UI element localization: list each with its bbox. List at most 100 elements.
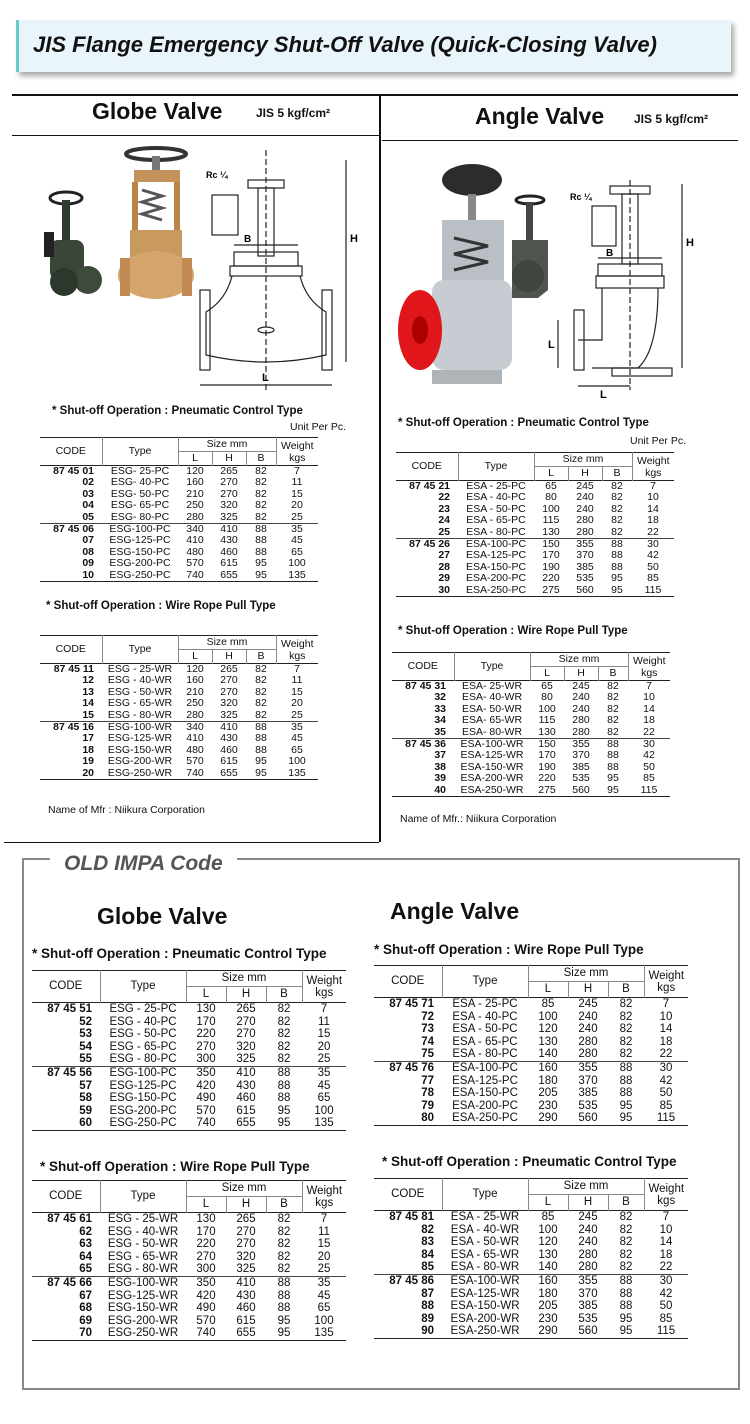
header-cell: B bbox=[265, 986, 302, 1003]
code-cell: 37 bbox=[434, 749, 446, 762]
value-cell: 280 bbox=[578, 1048, 598, 1061]
code-cell: 79 bbox=[421, 1099, 434, 1112]
value-cell: 82 bbox=[619, 1223, 633, 1236]
code-cell: 14 bbox=[82, 697, 94, 710]
table-row: 87 45 66 ESG-100-WR 350 410 88 35 bbox=[32, 1275, 346, 1290]
header-row: CODE Type Size mm Weight kgs bbox=[32, 1180, 346, 1213]
value-cell: 370 bbox=[578, 1287, 598, 1300]
code-cell: 23 bbox=[438, 502, 450, 515]
table-row: 07 ESG-125-PC 410 430 88 45 bbox=[40, 535, 318, 547]
code-cell: 87 45 16 bbox=[40, 721, 102, 734]
value-cell: 42 bbox=[643, 749, 655, 762]
table-row: 04 ESG- 65-PC 250 320 82 20 bbox=[40, 499, 318, 511]
table-row: 35 ESA- 80-WR 130 280 82 22 bbox=[392, 725, 670, 739]
type-cell: ESA-150-PC bbox=[465, 560, 527, 573]
table-row: 87 45 01 ESG- 25-PC 120 265 82 7 bbox=[40, 465, 318, 478]
value-cell: 430 bbox=[220, 732, 238, 745]
type-cell: ESA-250-WR bbox=[450, 1325, 520, 1338]
value-cell: 88 bbox=[266, 1275, 302, 1290]
value-cell: 82 bbox=[277, 1250, 291, 1263]
type-cell: ESG-100-WR bbox=[102, 721, 178, 734]
header-row: CODE Type Size mm Weight kgs bbox=[392, 652, 670, 681]
value-cell: 82 bbox=[619, 1236, 633, 1249]
table-row: 22 ESA - 40-PC 80 240 82 10 bbox=[396, 491, 674, 504]
value-cell: 14 bbox=[643, 702, 655, 715]
value-cell: 88 bbox=[608, 1060, 644, 1075]
value-cell: 82 bbox=[619, 1023, 633, 1036]
value-cell: 82 bbox=[255, 708, 267, 721]
value-cell: 82 bbox=[277, 1053, 291, 1066]
table-row: 17 ESG-125-WR 410 430 88 45 bbox=[40, 732, 318, 745]
value-cell: 535 bbox=[576, 572, 594, 585]
value-cell: 560 bbox=[576, 583, 594, 596]
code-cell: 77 bbox=[421, 1074, 434, 1087]
header-cell: Weight kgs bbox=[301, 1180, 346, 1213]
table-row: 05 ESG- 80-PC 280 325 82 25 bbox=[40, 511, 318, 524]
type-cell: ESG - 50-WR bbox=[107, 685, 173, 698]
table-row: 87 45 86 ESA-100-WR 160 355 88 30 bbox=[374, 1273, 688, 1288]
code-cell: 75 bbox=[421, 1048, 434, 1061]
code-cell: 13 bbox=[82, 685, 94, 698]
header-cell: B bbox=[607, 1194, 644, 1211]
code-cell: 78 bbox=[421, 1087, 434, 1100]
value-cell: 7 bbox=[650, 480, 656, 492]
table-row: 13 ESG - 50-WR 210 270 82 15 bbox=[40, 685, 318, 698]
value-cell: 95 bbox=[277, 1314, 291, 1327]
value-cell: 82 bbox=[619, 1211, 633, 1223]
value-cell: 160 bbox=[528, 1273, 568, 1288]
code-cell: 70 bbox=[79, 1327, 92, 1340]
value-cell: 50 bbox=[647, 560, 659, 573]
value-cell: 82 bbox=[611, 491, 623, 504]
code-cell: 87 bbox=[421, 1287, 434, 1300]
header-cell: Type bbox=[99, 970, 186, 1003]
value-cell: 115 bbox=[542, 514, 560, 527]
value-cell: 65 bbox=[291, 743, 303, 756]
value-cell: 42 bbox=[659, 1074, 673, 1087]
value-cell: 240 bbox=[572, 691, 590, 704]
value-cell: 7 bbox=[662, 998, 670, 1010]
value-cell: 88 bbox=[266, 1065, 302, 1080]
value-cell: 385 bbox=[578, 1087, 598, 1100]
value-cell: 655 bbox=[236, 1327, 256, 1340]
type-cell: ESG-100-WR bbox=[100, 1275, 186, 1290]
table-row: 87 45 56 ESG-100-PC 350 410 88 35 bbox=[32, 1065, 346, 1080]
type-cell: ESA- 50-WR bbox=[461, 702, 523, 715]
value-cell: 88 bbox=[619, 1087, 633, 1100]
value-cell: 45 bbox=[291, 732, 303, 745]
value-cell: 65 bbox=[317, 1092, 331, 1105]
header-cell: H bbox=[567, 981, 608, 998]
table-row: 83 ESA - 50-WR 120 240 82 14 bbox=[374, 1236, 688, 1249]
value-cell: 250 bbox=[186, 697, 204, 710]
type-cell: ESG - 80-PC bbox=[109, 1053, 177, 1066]
table-row: 72 ESA - 40-PC 100 240 82 10 bbox=[374, 1011, 688, 1024]
drawing-label: L bbox=[262, 372, 269, 384]
value-cell: 14 bbox=[659, 1023, 673, 1036]
value-cell: 82 bbox=[255, 476, 267, 489]
value-cell: 65 bbox=[317, 1302, 331, 1315]
table-row: 73 ESA - 50-PC 120 240 82 14 bbox=[374, 1023, 688, 1036]
header-cell: Weight kgs bbox=[631, 452, 674, 481]
value-cell: 480 bbox=[186, 545, 204, 558]
value-cell: 10 bbox=[647, 491, 659, 504]
globe-illustration: Rc ¼ H B L bbox=[44, 146, 358, 390]
table-row: 87 45 31 ESA- 25-WR 65 245 82 7 bbox=[392, 680, 670, 693]
value-cell: 82 bbox=[619, 1035, 633, 1048]
value-cell: 88 bbox=[607, 749, 619, 762]
value-cell: 240 bbox=[576, 491, 594, 504]
table-row: 64 ESG - 65-WR 270 320 82 20 bbox=[32, 1251, 346, 1264]
value-cell: 82 bbox=[619, 1010, 633, 1023]
value-cell: 385 bbox=[578, 1300, 598, 1313]
code-cell: 57 bbox=[79, 1079, 92, 1092]
value-cell: 22 bbox=[647, 525, 659, 538]
table-row: 03 ESG- 50-PC 210 270 82 15 bbox=[40, 488, 318, 500]
code-cell: 35 bbox=[434, 725, 446, 738]
value-cell: 100 bbox=[542, 502, 560, 515]
value-cell: 535 bbox=[572, 772, 590, 785]
value-cell: 385 bbox=[576, 560, 594, 573]
value-cell: 135 bbox=[288, 766, 306, 779]
value-cell: 22 bbox=[659, 1048, 673, 1061]
value-cell: 570 bbox=[196, 1104, 216, 1117]
type-cell: ESA - 65-PC bbox=[452, 1035, 518, 1048]
table-row: 24 ESA - 65-PC 115 280 82 18 bbox=[396, 514, 674, 527]
